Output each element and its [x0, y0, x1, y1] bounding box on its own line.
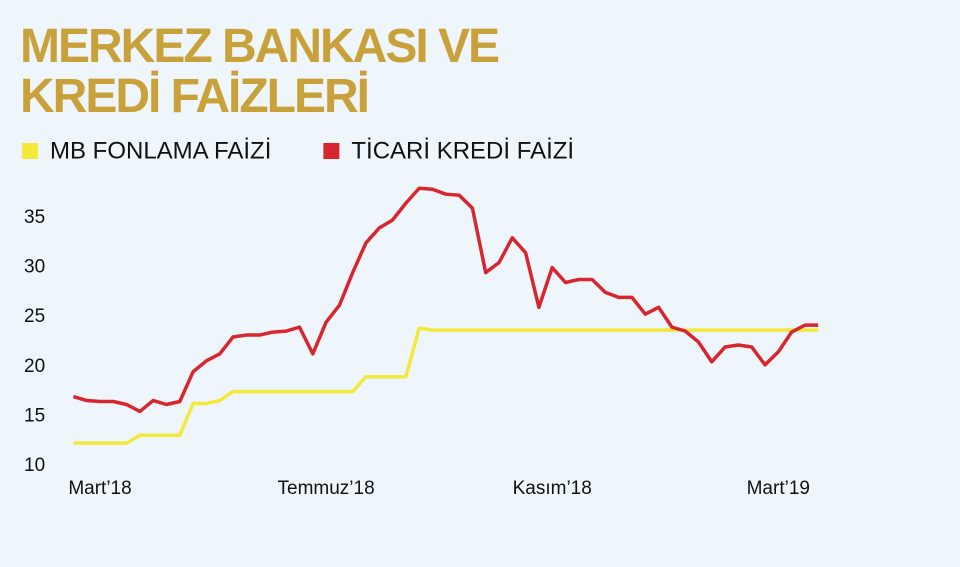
x-tick-label: Mart’18	[68, 478, 131, 499]
legend-swatch	[323, 143, 340, 159]
legend-label: MB FONLAMA FAİZİ	[50, 137, 271, 164]
y-tick-label: 15	[24, 405, 45, 426]
chart-title: MERKEZ BANKASI VE KREDİ FAİZLERİ	[20, 20, 500, 123]
y-tick-label: 30	[24, 257, 45, 278]
legend-swatch	[22, 143, 38, 159]
y-tick-label: 20	[24, 356, 45, 377]
series-line	[73, 326, 819, 445]
y-tick-label: 10	[24, 455, 45, 476]
x-tick-label: Kasım’18	[513, 478, 592, 499]
y-tick-label: 25	[24, 306, 45, 327]
series-line	[72, 186, 819, 414]
x-tick-label: Mart’19	[747, 478, 810, 499]
x-tick-label: Temmuz’18	[278, 478, 375, 499]
y-tick-label: 35	[24, 207, 45, 228]
legend-label: TİCARİ KREDİ FAİZİ	[351, 137, 574, 164]
